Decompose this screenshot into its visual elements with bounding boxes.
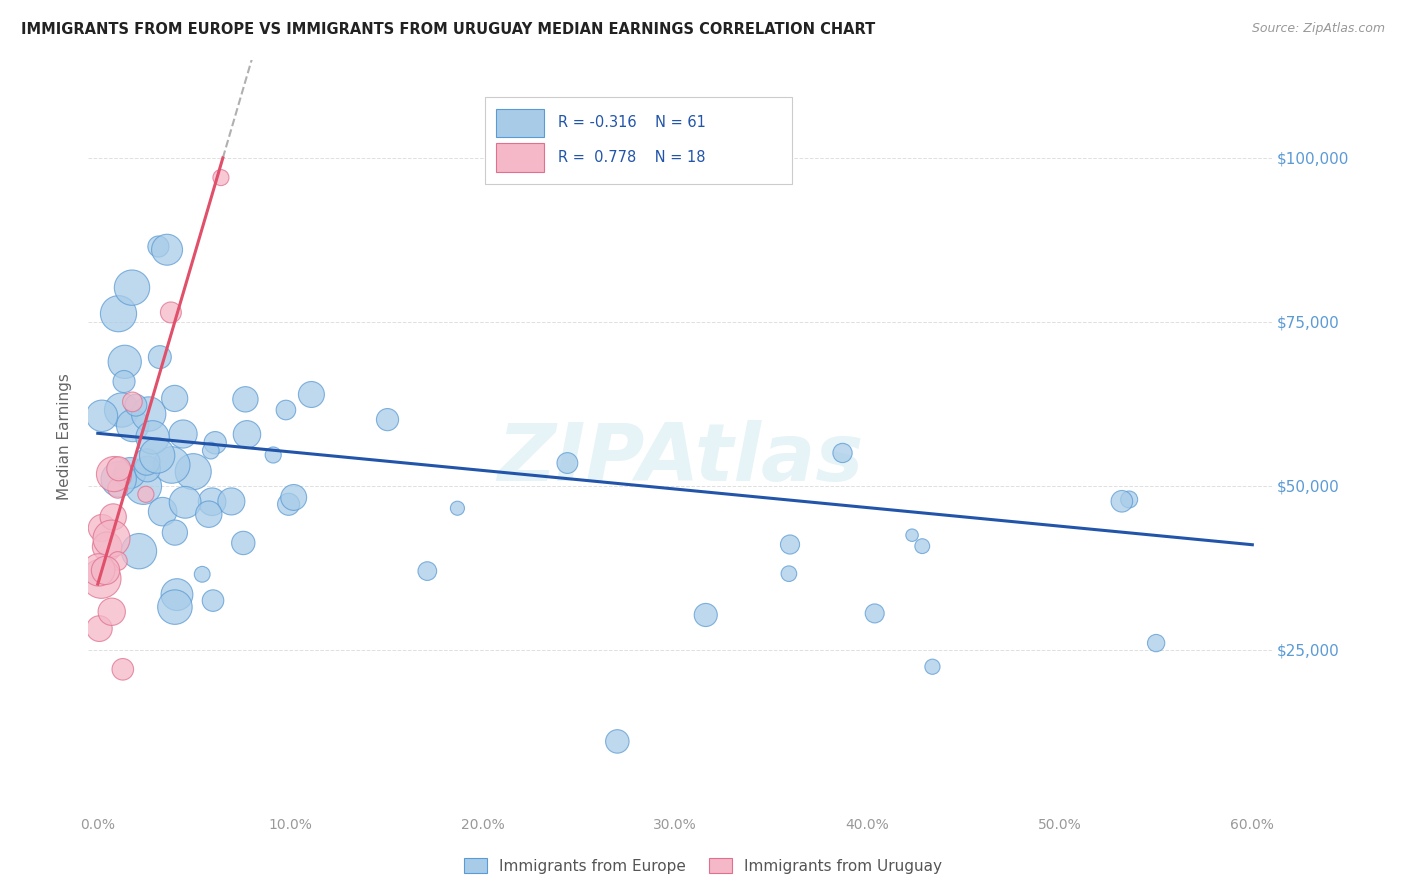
Point — [148, 239, 170, 253]
Point — [160, 458, 183, 472]
Point — [446, 501, 468, 516]
Point — [209, 170, 232, 185]
Point — [136, 462, 159, 476]
Point — [121, 280, 143, 294]
Point — [236, 427, 259, 442]
Legend: Immigrants from Europe, Immigrants from Uruguay: Immigrants from Europe, Immigrants from … — [458, 852, 948, 880]
Point — [128, 544, 150, 558]
Point — [901, 528, 924, 542]
Point — [121, 395, 143, 409]
Point — [299, 387, 322, 401]
Point — [142, 430, 165, 444]
Text: R =  0.778    N = 18: R = 0.778 N = 18 — [558, 150, 706, 165]
Point — [283, 491, 305, 505]
FancyBboxPatch shape — [496, 109, 544, 137]
Point — [779, 537, 801, 551]
Point — [191, 567, 214, 582]
Point — [100, 532, 122, 546]
Point — [163, 392, 186, 406]
Text: ZIPAtlas: ZIPAtlas — [496, 420, 863, 499]
Point — [1144, 636, 1167, 650]
Point — [1111, 494, 1133, 508]
Point — [146, 449, 169, 463]
Point — [107, 472, 129, 486]
Point — [911, 539, 934, 553]
Point — [921, 659, 943, 673]
Y-axis label: Median Earnings: Median Earnings — [58, 373, 72, 500]
Point — [557, 456, 579, 470]
Point — [160, 305, 183, 319]
Point — [107, 462, 129, 476]
Point — [114, 355, 136, 369]
Point — [90, 409, 112, 423]
Point — [163, 600, 186, 615]
Point — [201, 494, 224, 508]
Point — [132, 479, 155, 493]
Point — [695, 607, 717, 622]
Point — [274, 403, 297, 417]
Point — [107, 554, 129, 568]
Point — [416, 564, 439, 578]
Point — [1118, 492, 1140, 507]
Point — [377, 412, 399, 426]
Point — [138, 407, 160, 421]
Point — [232, 536, 254, 550]
Point — [863, 607, 886, 621]
Point — [200, 443, 222, 458]
Point — [152, 505, 174, 519]
Point — [831, 446, 853, 460]
Point — [778, 566, 800, 581]
Point — [103, 510, 125, 524]
Point — [107, 481, 129, 495]
Point — [197, 507, 219, 521]
FancyBboxPatch shape — [485, 97, 793, 184]
Text: Source: ZipAtlas.com: Source: ZipAtlas.com — [1251, 22, 1385, 36]
Point — [111, 662, 134, 676]
Point — [221, 494, 243, 508]
Point — [277, 497, 299, 511]
Point — [96, 540, 118, 554]
Point — [204, 435, 226, 450]
Point — [606, 734, 628, 748]
Point — [87, 563, 110, 577]
Point — [135, 455, 157, 469]
Point — [121, 418, 143, 433]
Point — [125, 398, 148, 412]
Point — [103, 467, 125, 481]
Point — [163, 525, 186, 540]
Point — [156, 243, 179, 257]
Point — [107, 307, 129, 321]
Point — [90, 521, 112, 535]
Point — [201, 593, 224, 607]
Point — [110, 403, 132, 417]
Point — [235, 392, 257, 407]
Text: IMMIGRANTS FROM EUROPE VS IMMIGRANTS FROM URUGUAY MEDIAN EARNINGS CORRELATION CH: IMMIGRANTS FROM EUROPE VS IMMIGRANTS FRO… — [21, 22, 876, 37]
Point — [166, 588, 188, 602]
Point — [135, 487, 157, 501]
Point — [90, 572, 112, 586]
Point — [100, 605, 122, 619]
Point — [94, 564, 117, 578]
Point — [172, 427, 194, 442]
Point — [120, 466, 142, 480]
Point — [149, 350, 172, 364]
Point — [112, 375, 135, 389]
FancyBboxPatch shape — [496, 144, 544, 172]
Point — [112, 467, 135, 482]
Point — [174, 495, 197, 509]
Point — [181, 465, 204, 479]
Text: R = -0.316    N = 61: R = -0.316 N = 61 — [558, 115, 706, 130]
Point — [89, 622, 111, 636]
Point — [262, 448, 284, 462]
